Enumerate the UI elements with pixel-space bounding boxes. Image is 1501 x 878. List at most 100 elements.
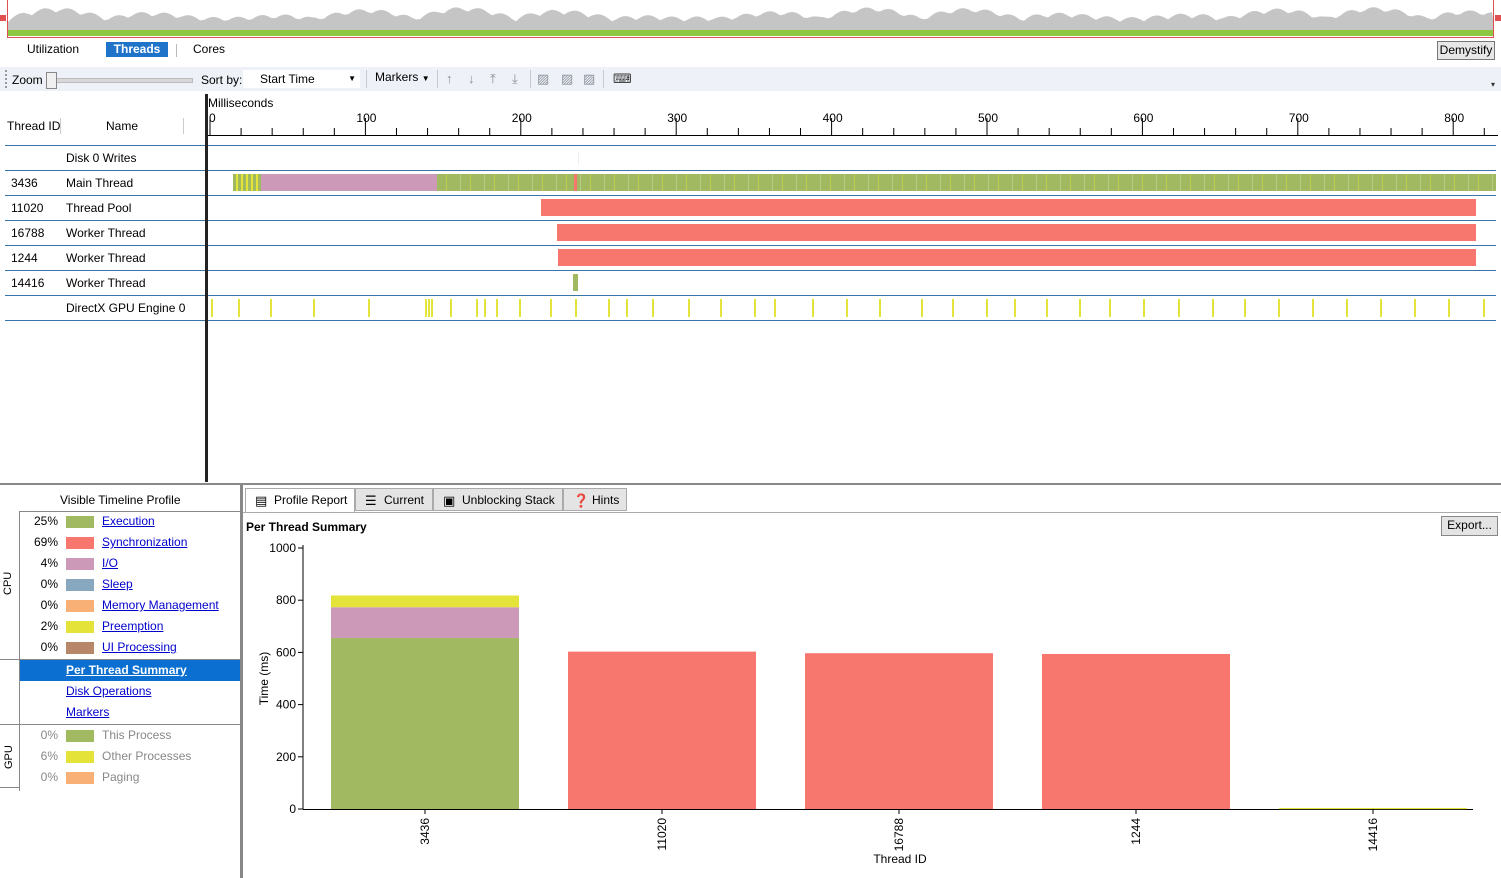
toolbar-overflow-icon[interactable]: ▾ — [1491, 80, 1496, 89]
worker-thread-14416-execution-segment[interactable] — [573, 274, 578, 291]
gpu-activity-mark[interactable] — [1109, 299, 1111, 317]
overview-range-left-marker[interactable] — [0, 15, 6, 21]
overview-utilization-strip[interactable] — [7, 0, 1494, 38]
thread-name[interactable]: Thread Pool — [66, 201, 132, 215]
cpu-item-label[interactable]: UI Processing — [102, 640, 177, 654]
thread-name[interactable]: DirectX GPU Engine 0 — [66, 301, 186, 315]
gpu-activity-mark[interactable] — [1380, 299, 1382, 317]
gpu-activity-mark[interactable] — [986, 299, 988, 317]
gpu-activity-mark[interactable] — [1448, 299, 1450, 317]
gpu-activity-mark[interactable] — [1278, 299, 1280, 317]
cpu-item-label[interactable]: Sleep — [102, 577, 133, 591]
bar-3436-execution[interactable] — [331, 638, 519, 809]
gpu-activity-mark[interactable] — [846, 299, 848, 317]
nav-item-label[interactable]: Markers — [66, 705, 110, 719]
gpu-activity-mark[interactable] — [720, 299, 722, 317]
thread-name[interactable]: Main Thread — [66, 176, 134, 190]
gpu-activity-mark[interactable] — [425, 299, 427, 317]
move-to-top-icon[interactable]: ⤒ — [490, 71, 496, 86]
arrow-down-icon[interactable]: ↓ — [468, 71, 475, 86]
cpu-item-label[interactable]: Memory Management — [102, 598, 219, 612]
filter-icon[interactable]: ▨ — [537, 71, 550, 86]
cpu-item-label[interactable]: Synchronization — [102, 535, 188, 549]
gpu-activity-mark[interactable] — [879, 299, 881, 317]
demystify-button[interactable]: Demystify — [1437, 41, 1495, 60]
gpu-activity-mark[interactable] — [812, 299, 814, 317]
gpu-activity-mark[interactable] — [1178, 299, 1180, 317]
cpu-item-label[interactable]: Preemption — [102, 619, 164, 633]
gpu-activity-mark[interactable] — [476, 299, 478, 317]
gpu-activity-mark[interactable] — [428, 299, 430, 317]
move-to-bottom-icon[interactable]: ⤓ — [512, 71, 518, 86]
overview-range-right-marker[interactable] — [1495, 15, 1501, 21]
pane-divider[interactable] — [0, 483, 1501, 485]
keyboard-icon[interactable]: ⌨ — [613, 71, 632, 86]
bar-3436-i-o[interactable] — [331, 607, 519, 639]
gpu-activity-mark[interactable] — [550, 299, 552, 317]
bar-1244-synchronization[interactable] — [1042, 653, 1230, 809]
gpu-activity-mark[interactable] — [368, 299, 370, 317]
gpu-activity-mark[interactable] — [952, 299, 954, 317]
thread-name[interactable]: Disk 0 Writes — [66, 151, 137, 165]
bar-3436-preemption[interactable] — [331, 595, 519, 608]
worker-thread-16788-sync-segment[interactable] — [557, 224, 1476, 241]
cpu-item-label[interactable]: Execution — [102, 514, 155, 528]
tab-threads[interactable]: Threads — [106, 42, 168, 57]
gpu-activity-mark[interactable] — [1483, 299, 1485, 317]
nav-per-thread-summary[interactable]: Per Thread Summary — [20, 660, 240, 681]
column-divider[interactable] — [60, 118, 61, 134]
thread-name[interactable]: Worker Thread — [66, 251, 146, 265]
gpu-activity-mark[interactable] — [626, 299, 628, 317]
filter-off-icon[interactable]: ▨ — [583, 71, 596, 86]
gpu-activity-mark[interactable] — [211, 299, 213, 317]
column-header-thread-id[interactable]: Thread ID — [7, 119, 61, 133]
filter-clear-icon[interactable]: ▨ — [561, 71, 574, 86]
gpu-activity-mark[interactable] — [1244, 299, 1246, 317]
tab-utilization[interactable]: Utilization — [26, 42, 80, 56]
markers-dropdown[interactable]: Markers ▼ — [375, 70, 430, 84]
column-divider[interactable] — [183, 118, 184, 134]
main-thread-io-segment[interactable] — [261, 174, 437, 191]
gpu-activity-mark[interactable] — [270, 299, 272, 317]
tab-hints[interactable]: ❓ Hints — [563, 488, 627, 511]
thread-name[interactable]: Worker Thread — [66, 276, 146, 290]
gpu-activity-mark[interactable] — [1312, 299, 1314, 317]
gpu-activity-mark[interactable] — [754, 299, 756, 317]
gpu-activity-mark[interactable] — [484, 299, 486, 317]
bar-16788-synchronization[interactable] — [805, 653, 993, 809]
gpu-activity-mark[interactable] — [774, 299, 776, 317]
zoom-slider-track[interactable] — [53, 78, 193, 83]
gpu-activity-mark[interactable] — [575, 299, 577, 317]
gpu-activity-mark[interactable] — [688, 299, 690, 317]
gpu-activity-mark[interactable] — [450, 299, 452, 317]
gpu-engine-activity[interactable] — [208, 298, 1498, 318]
tab-profile-report[interactable]: ▤ Profile Report — [245, 488, 355, 513]
gpu-activity-mark[interactable] — [519, 299, 521, 317]
gpu-activity-mark[interactable] — [1079, 299, 1081, 317]
thread-name[interactable]: Worker Thread — [66, 226, 146, 240]
main-thread-preemption-segment[interactable] — [233, 174, 261, 191]
zoom-slider-thumb[interactable] — [46, 72, 57, 89]
gpu-activity-mark[interactable] — [1346, 299, 1348, 317]
disk-write-mark[interactable] — [578, 151, 579, 165]
nav-item-label[interactable]: Per Thread Summary — [66, 663, 187, 677]
tab-unblocking-stack[interactable]: ▣ Unblocking Stack — [433, 488, 563, 511]
cpu-item-label[interactable]: I/O — [102, 556, 119, 570]
gpu-activity-mark[interactable] — [652, 299, 654, 317]
gpu-activity-mark[interactable] — [1014, 299, 1016, 317]
gpu-activity-mark[interactable] — [238, 299, 240, 317]
tab-cores[interactable]: Cores — [192, 42, 225, 56]
timeline-splitter[interactable] — [205, 94, 208, 482]
gpu-activity-mark[interactable] — [313, 299, 315, 317]
nav-item-label[interactable]: Disk Operations — [66, 684, 152, 698]
main-thread-preemption-marks[interactable] — [437, 174, 1496, 191]
main-thread-execution-segment[interactable] — [233, 174, 1496, 191]
bar-14416-preemption[interactable] — [1279, 807, 1467, 809]
gpu-activity-mark[interactable] — [921, 299, 923, 317]
export-button[interactable]: Export... — [1441, 516, 1498, 536]
gpu-activity-mark[interactable] — [1414, 299, 1416, 317]
tab-current[interactable]: ☰ Current — [355, 488, 433, 511]
thread-pool-sync-segment[interactable] — [541, 199, 1476, 216]
bar-11020-synchronization[interactable] — [568, 651, 756, 809]
gpu-activity-mark[interactable] — [608, 299, 610, 317]
